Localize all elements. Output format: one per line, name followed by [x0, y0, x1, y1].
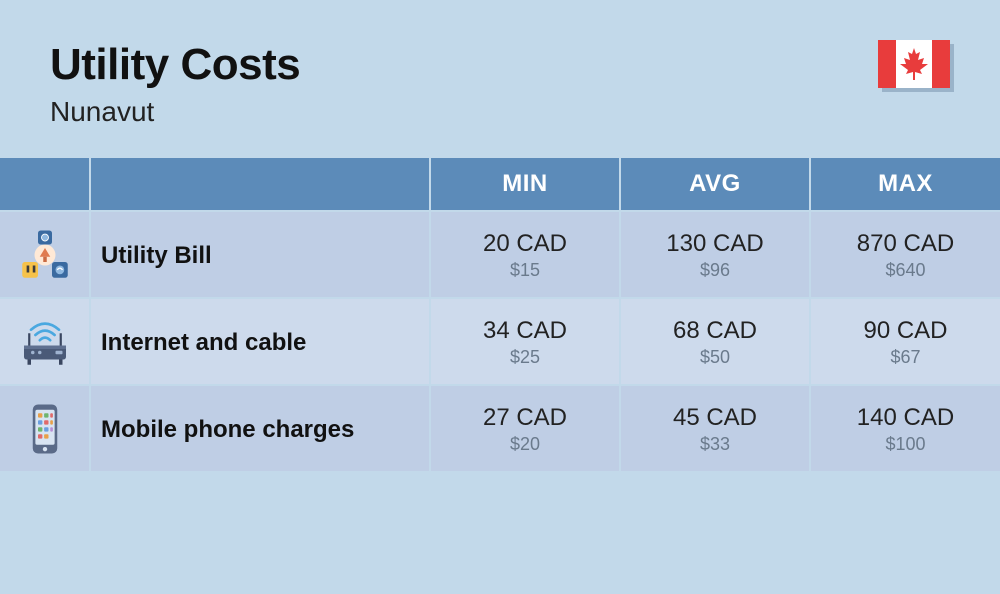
costs-table: MIN AVG MAX U — [0, 158, 1000, 471]
cell-avg: 68 CAD $50 — [620, 298, 810, 385]
table-header-avg: AVG — [620, 158, 810, 211]
table-row: Utility Bill 20 CAD $15 130 CAD $96 870 … — [0, 211, 1000, 298]
mobile-icon — [0, 385, 90, 471]
table-row: Internet and cable 34 CAD $25 68 CAD $50… — [0, 298, 1000, 385]
router-icon — [0, 298, 90, 385]
header: Utility Costs Nunavut — [0, 0, 1000, 158]
value-cad: 20 CAD — [431, 230, 619, 258]
value-usd: $20 — [431, 434, 619, 455]
value-cad: 68 CAD — [621, 317, 809, 345]
value-usd: $96 — [621, 260, 809, 281]
cell-max: 870 CAD $640 — [810, 211, 1000, 298]
page-subtitle: Nunavut — [50, 96, 300, 128]
value-usd: $640 — [811, 260, 1000, 281]
table-header-row: MIN AVG MAX — [0, 158, 1000, 211]
value-cad: 34 CAD — [431, 317, 619, 345]
value-cad: 90 CAD — [811, 317, 1000, 345]
utility-icon — [0, 211, 90, 298]
value-usd: $67 — [811, 347, 1000, 368]
value-cad: 130 CAD — [621, 230, 809, 258]
cell-min: 34 CAD $25 — [430, 298, 620, 385]
cell-avg: 45 CAD $33 — [620, 385, 810, 471]
title-block: Utility Costs Nunavut — [50, 40, 300, 128]
table-header-min: MIN — [430, 158, 620, 211]
table-header-blank-label — [90, 158, 430, 211]
row-label: Mobile phone charges — [90, 385, 430, 471]
cell-avg: 130 CAD $96 — [620, 211, 810, 298]
row-label: Utility Bill — [90, 211, 430, 298]
value-cad: 140 CAD — [811, 404, 1000, 432]
cell-min: 20 CAD $15 — [430, 211, 620, 298]
table-header-max: MAX — [810, 158, 1000, 211]
cell-min: 27 CAD $20 — [430, 385, 620, 471]
page-title: Utility Costs — [50, 40, 300, 90]
value-usd: $33 — [621, 434, 809, 455]
table-header-blank-icon — [0, 158, 90, 211]
value-usd: $50 — [621, 347, 809, 368]
table-row: Mobile phone charges 27 CAD $20 45 CAD $… — [0, 385, 1000, 471]
cell-max: 90 CAD $67 — [810, 298, 1000, 385]
value-cad: 870 CAD — [811, 230, 1000, 258]
canada-flag-icon — [878, 40, 950, 88]
value-usd: $15 — [431, 260, 619, 281]
row-label: Internet and cable — [90, 298, 430, 385]
cell-max: 140 CAD $100 — [810, 385, 1000, 471]
value-usd: $100 — [811, 434, 1000, 455]
value-usd: $25 — [431, 347, 619, 368]
value-cad: 45 CAD — [621, 404, 809, 432]
value-cad: 27 CAD — [431, 404, 619, 432]
